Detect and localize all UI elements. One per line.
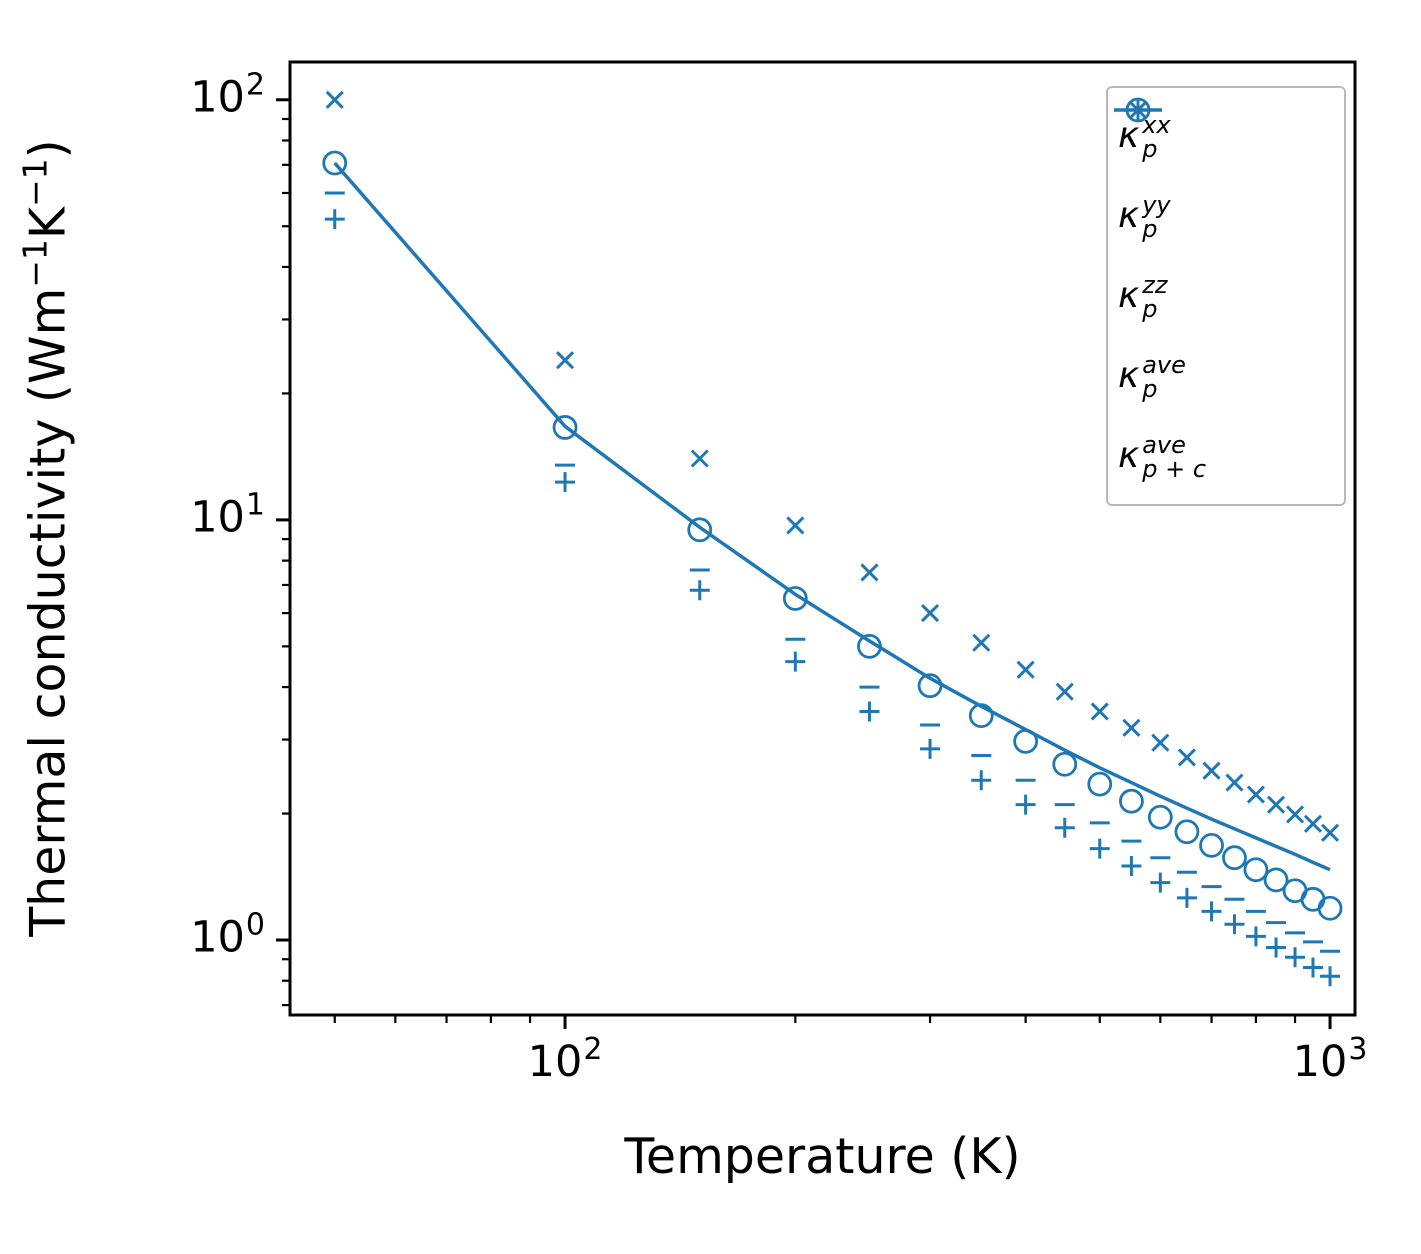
legend-superscript: zz — [1142, 270, 1168, 299]
kappa-symbol: κ — [1118, 275, 1140, 316]
legend-superscript: ave — [1142, 350, 1186, 379]
kappa-symbol: κ — [1118, 115, 1140, 156]
kappa-symbol: κ — [1118, 355, 1140, 396]
series-kappa_p_yy — [325, 90, 1340, 842]
legend-label: κ zz p — [1118, 272, 1167, 321]
legend-line-icon — [1114, 108, 1162, 112]
legend-subscript: p — [1142, 295, 1158, 323]
legend-entry: κ zz p — [1118, 108, 1340, 321]
plot-border — [288, 60, 1357, 1017]
y-axis-label-text: Thermal conductivity (Wm — [19, 287, 77, 937]
legend-label-scripts: xx p — [1142, 112, 1170, 163]
y-axis-label-text: K — [19, 207, 77, 240]
x-tick-label: 103 — [1292, 1032, 1368, 1087]
x-axis-ticks — [333, 1015, 1332, 1029]
y-axis-label: Thermal conductivity (Wm−1K−1) — [16, 139, 77, 937]
series-kappa_p_plus_c_ave — [333, 161, 1331, 872]
legend-entry: κ ave p + c — [1114, 108, 1340, 481]
y-axis-label-superscript: −1 — [15, 239, 55, 288]
legend-label-scripts: ave p — [1142, 350, 1186, 403]
legend: κ xx p κ yy p κ zz p κ ave p κ ave p + c — [1106, 86, 1346, 506]
legend-subscript: p — [1142, 375, 1158, 403]
legend-label: κ ave p — [1118, 352, 1186, 401]
legend-entry: κ xx p — [1118, 100, 1340, 161]
legend-subscript: p + c — [1142, 455, 1207, 483]
x-tick-label: 102 — [527, 1032, 603, 1087]
legend-superscript: yy — [1142, 190, 1171, 219]
kappa-symbol: κ — [1118, 435, 1140, 476]
y-axis-label-text: ) — [19, 139, 77, 159]
legend-subscript: p — [1142, 215, 1158, 243]
legend-superscript: ave — [1142, 430, 1186, 459]
series-kappa_p_xx — [324, 209, 1341, 987]
y-tick-label: 100 — [190, 907, 265, 963]
y-axis-label-superscript: −1 — [15, 158, 55, 208]
series-kappa_p_zz — [324, 191, 1341, 953]
legend-label: κ xx p — [1118, 112, 1171, 161]
legend-subscript: p — [1142, 135, 1158, 163]
legend-label: κ yy p — [1118, 192, 1171, 241]
y-tick-label: 102 — [190, 67, 265, 123]
x-axis-label: Temperature (K) — [624, 1128, 1021, 1185]
legend-label: κ ave p + c — [1118, 432, 1206, 481]
y-tick-label: 101 — [190, 487, 265, 543]
legend-label-scripts: ave p + c — [1142, 430, 1207, 483]
legend-label-scripts: yy p — [1142, 190, 1171, 243]
legend-label-scripts: zz p — [1142, 270, 1168, 323]
y-axis-ticks — [276, 98, 290, 1007]
kappa-symbol: κ — [1118, 195, 1140, 236]
legend-entry: κ ave p — [1118, 97, 1340, 401]
legend-entry: κ yy p — [1118, 100, 1340, 241]
series-kappa_p_ave — [322, 150, 1343, 921]
